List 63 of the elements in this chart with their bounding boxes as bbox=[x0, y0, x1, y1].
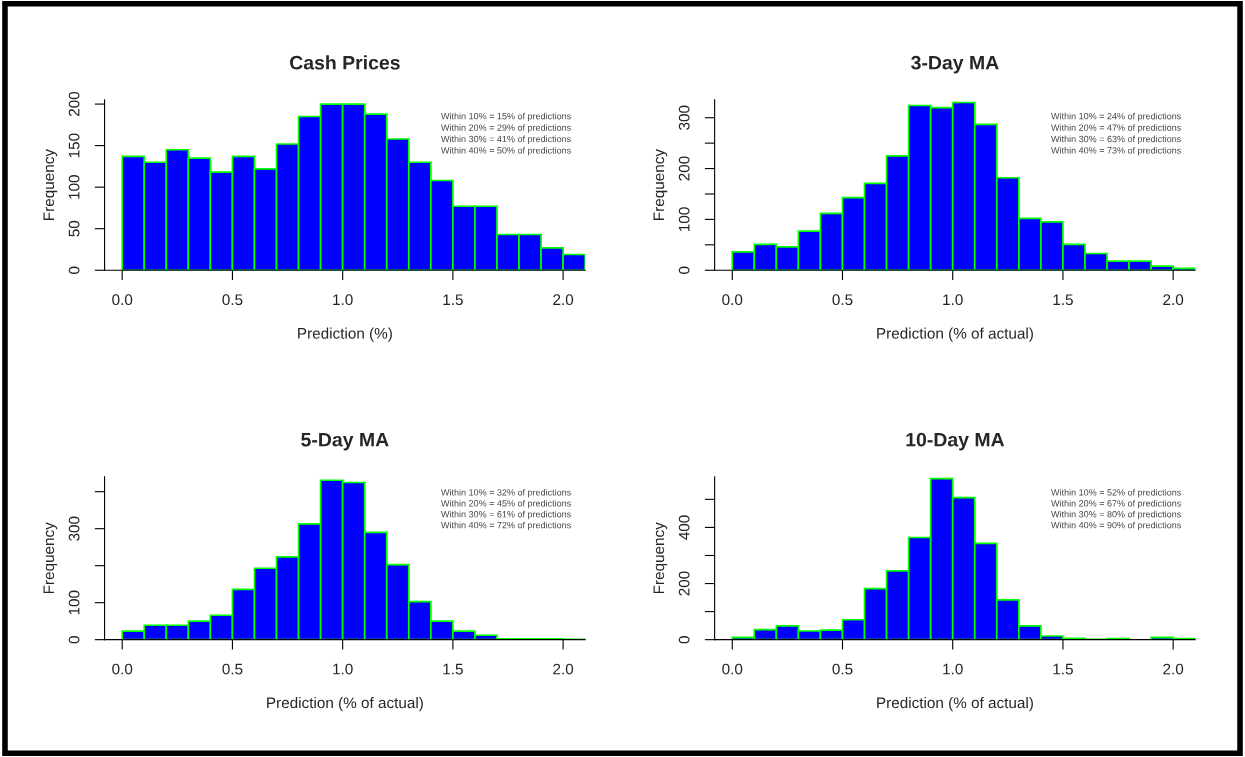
x-tick-label: 1.0 bbox=[333, 294, 353, 306]
x-tick-label: 2.0 bbox=[1163, 663, 1184, 675]
annotation: Within 10% = 52% of predictions bbox=[1051, 488, 1181, 498]
x-tick-label: 0.5 bbox=[222, 663, 243, 675]
x-tick-label: 0.0 bbox=[112, 663, 133, 675]
x-tick-label: 1.0 bbox=[333, 663, 353, 675]
y-tick-label: 200 bbox=[678, 571, 690, 596]
x-axis-title: Prediction (%) bbox=[298, 327, 392, 342]
y-tick-label: 100 bbox=[678, 207, 690, 231]
x-tick-label: 2.0 bbox=[553, 663, 574, 675]
x-tick-label: 0.5 bbox=[222, 294, 243, 306]
x-tick-label: 0.0 bbox=[112, 294, 133, 306]
y-tick-label: 300 bbox=[678, 105, 690, 130]
x-tick-label: 1.0 bbox=[943, 294, 963, 306]
y-tick-label: 300 bbox=[68, 516, 80, 541]
x-tick-label: 1.5 bbox=[1053, 663, 1073, 675]
y-tick-label: 0 bbox=[68, 636, 80, 644]
x-tick-label: 0.0 bbox=[722, 663, 743, 675]
y-tick-label: 150 bbox=[68, 133, 80, 158]
annotation: Within 10% = 24% of predictions bbox=[1051, 112, 1181, 122]
y-tick-label: 0 bbox=[68, 266, 80, 274]
y-axis-title: Frequency bbox=[653, 522, 668, 594]
y-tick-label: 0 bbox=[678, 266, 690, 274]
x-tick-label: 0.5 bbox=[832, 294, 853, 306]
x-tick-label: 0.5 bbox=[832, 663, 853, 675]
x-axis-title: Prediction (% of actual) bbox=[877, 696, 1033, 712]
y-tick-label: 100 bbox=[68, 590, 80, 615]
y-axis-title: Frequency bbox=[653, 149, 668, 220]
x-tick-label: 2.0 bbox=[553, 294, 574, 306]
annotation: Within 30% = 61% of predictions bbox=[441, 510, 571, 520]
annotation: Within 20% = 29% of predictions bbox=[441, 124, 571, 133]
chart-title: Cash Prices bbox=[290, 55, 400, 70]
annotation: Within 30% = 63% of predictions bbox=[1051, 135, 1181, 144]
annotation: Within 40% = 90% of predictions bbox=[1051, 521, 1181, 531]
annotation: Within 10% = 15% of predictions bbox=[441, 112, 571, 122]
y-tick-label: 200 bbox=[68, 91, 80, 117]
y-axis-title: Frequency bbox=[43, 149, 58, 220]
annotation: Within 20% = 67% of predictions bbox=[1051, 499, 1181, 509]
x-axis-title: Prediction (% of actual) bbox=[877, 327, 1033, 342]
chart-title: 5-Day MA bbox=[301, 432, 389, 451]
annotation: Within 30% = 41% of predictions bbox=[441, 135, 571, 144]
annotation: Within 40% = 50% of predictions bbox=[441, 146, 571, 156]
y-tick-label: 400 bbox=[678, 515, 690, 540]
annotation: Within 10% = 32% of predictions bbox=[441, 488, 571, 498]
chart-title: 10-Day MA bbox=[906, 432, 1005, 451]
chart-title: 3-Day MA bbox=[911, 55, 999, 74]
x-tick-label: 1.5 bbox=[443, 663, 463, 675]
x-tick-label: 2.0 bbox=[1163, 294, 1184, 306]
y-axis-title: Frequency bbox=[43, 522, 58, 594]
y-tick-label: 200 bbox=[678, 156, 690, 181]
annotation: Within 40% = 73% of predictions bbox=[1051, 146, 1181, 156]
y-tick-label: 100 bbox=[68, 175, 80, 199]
annotation: Within 20% = 47% of predictions bbox=[1051, 124, 1181, 133]
x-tick-label: 0.0 bbox=[722, 294, 743, 306]
annotation: Within 40% = 72% of predictions bbox=[441, 521, 571, 531]
x-axis-title: Prediction (% of actual) bbox=[267, 696, 423, 712]
y-tick-label: 0 bbox=[678, 636, 690, 644]
x-tick-label: 1.5 bbox=[443, 294, 463, 306]
annotation: Within 20% = 45% of predictions bbox=[441, 499, 571, 509]
annotation: Within 30% = 80% of predictions bbox=[1051, 510, 1181, 520]
x-tick-label: 1.0 bbox=[943, 663, 963, 675]
y-tick-label: 50 bbox=[68, 220, 80, 237]
x-tick-label: 1.5 bbox=[1053, 294, 1073, 306]
